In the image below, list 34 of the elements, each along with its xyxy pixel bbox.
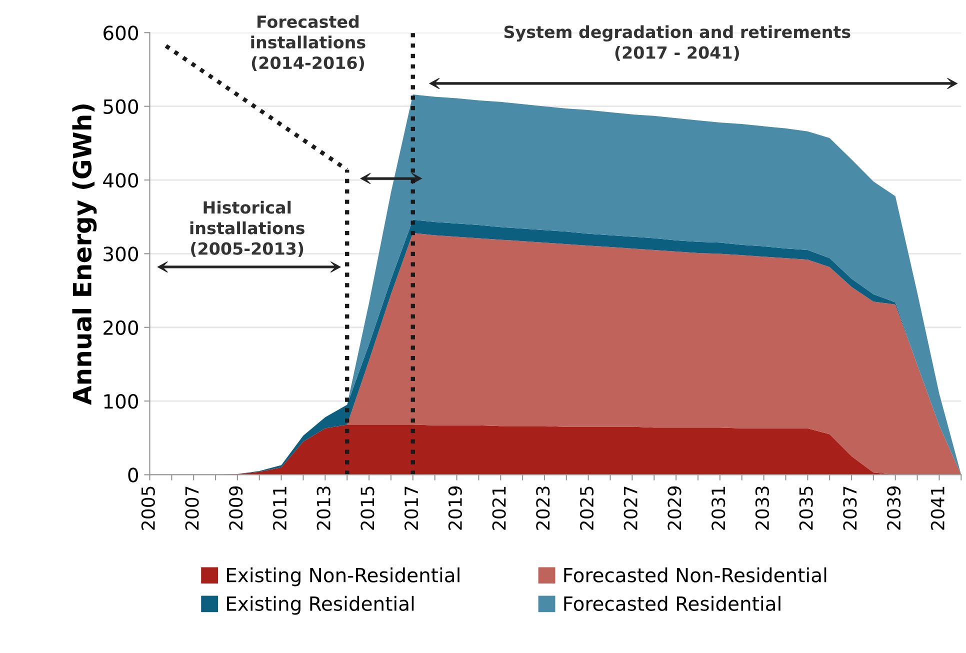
y-tick-label: 200 xyxy=(104,320,138,336)
annotation: Historical installations (2005-2013) xyxy=(190,200,304,257)
y-tick-label: 0 xyxy=(128,468,138,482)
annotation: System degradation and retirements (2017 - 2041) xyxy=(504,25,850,61)
y-tick-label: 300 xyxy=(104,246,138,262)
x-tick-label: 2013 xyxy=(316,486,330,530)
x-tick-label: 2017 xyxy=(404,486,418,530)
legend-label: Forecasted Non-Residential xyxy=(564,567,826,582)
x-tick-label: 2035 xyxy=(799,486,813,530)
x-tick-label: 2041 xyxy=(930,486,944,530)
x-tick-label: 2015 xyxy=(360,486,374,530)
y-axis-title: Annual Energy (GWh) xyxy=(72,104,97,405)
y-tick-label: 600 xyxy=(104,26,138,40)
y-tick-label: 400 xyxy=(103,172,138,188)
y-tick-label: 500 xyxy=(104,99,138,114)
x-tick-label: 2009 xyxy=(229,486,243,530)
x-tick-label: 2029 xyxy=(668,486,682,530)
legend-label: Forecasted Residential xyxy=(564,596,780,611)
x-tick-label: 2039 xyxy=(886,486,901,530)
x-tick-label: 2011 xyxy=(272,486,287,530)
x-tick-label: 2005 xyxy=(141,486,155,530)
x-tick-label: 2021 xyxy=(492,486,506,530)
x-tick-label: 2031 xyxy=(712,486,726,530)
x-tick-label: 2037 xyxy=(843,486,857,530)
x-tick-label: 2023 xyxy=(536,486,550,530)
x-tick-label: 2019 xyxy=(448,486,462,530)
annotation: Forecasted installations (2014-2016) xyxy=(251,15,366,72)
y-tick-label: 100 xyxy=(104,394,138,409)
x-tick-label: 2025 xyxy=(580,486,594,530)
x-tick-label: 2033 xyxy=(755,486,770,530)
x-tick-label: 2007 xyxy=(185,486,199,530)
x-tick-label: 2027 xyxy=(624,486,638,530)
legend-label: Existing Residential xyxy=(227,596,414,615)
legend-label: Existing Non-Residential xyxy=(227,567,460,586)
